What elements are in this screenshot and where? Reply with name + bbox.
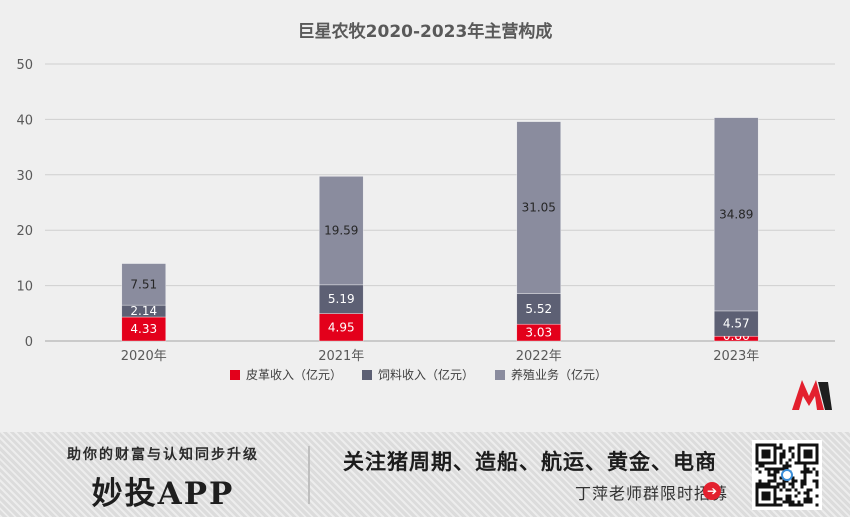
y-tick-label: 20 — [16, 224, 33, 239]
banner-topics: 关注猪周期、造船、航运、黄金、电商 — [343, 450, 717, 474]
bars: 4.332.147.514.955.1919.593.035.5231.050.… — [121, 117, 759, 343]
data-label: 34.89 — [719, 207, 753, 221]
x-tick-label: 2020年 — [121, 349, 167, 364]
bar-segment — [713, 310, 759, 337]
data-label: 2.14 — [130, 304, 157, 318]
data-label: 7.51 — [130, 277, 157, 291]
legend-swatch — [362, 370, 372, 380]
data-label: 4.95 — [328, 320, 355, 334]
arrow-right-icon[interactable]: ➔ — [703, 482, 721, 500]
grid-lines — [45, 63, 835, 342]
data-label: 4.33 — [130, 322, 157, 336]
data-label: 5.52 — [525, 302, 552, 316]
data-label: 5.19 — [328, 292, 355, 306]
bar-segment — [318, 284, 364, 314]
data-label: 19.59 — [324, 224, 358, 238]
bar-segment — [318, 313, 364, 342]
bar-segment — [318, 175, 364, 286]
data-label: 31.05 — [522, 201, 556, 215]
legend-label: 饲料收入（亿元） — [378, 367, 474, 382]
y-axis-ticks: 0 10 20 30 40 50 — [16, 58, 33, 350]
legend-label: 养殖业务（亿元） — [511, 367, 607, 382]
banner-cta[interactable]: 丁萍老师群限时招募 — [574, 484, 728, 503]
data-label: 4.57 — [723, 317, 750, 331]
legend-swatch — [230, 370, 240, 380]
legend: 皮革收入（亿元） 饲料收入（亿元） 养殖业务（亿元） — [230, 367, 607, 382]
bar-segment — [516, 293, 562, 325]
legend-swatch — [495, 370, 505, 380]
chart-area: 巨星农牧2020-2023年主营构成 0 10 20 30 40 50 4.33 2.14 7… — [16, 21, 835, 410]
banner-app-name[interactable]: 妙投APP — [91, 476, 235, 512]
x-tick-label: 2023年 — [713, 349, 759, 364]
y-tick-label: 30 — [16, 169, 33, 184]
y-tick-label: 0 — [25, 335, 33, 350]
banner-divider — [308, 446, 310, 504]
stacked-bar-chart: 巨星农牧2020-2023年主营构成 0 10 20 30 40 50 4.33 2.14 7… — [16, 21, 835, 382]
banner-slogan: 助你的财富与认知同步升级 — [67, 447, 259, 463]
bar-segment — [713, 117, 759, 312]
bar-segment — [121, 263, 167, 306]
brand-logo-icon — [792, 380, 832, 410]
y-tick-label: 10 — [16, 280, 33, 295]
x-tick-label: 2022年 — [516, 349, 562, 364]
legend-label: 皮革收入（亿元） — [246, 367, 342, 382]
x-axis-ticks: 2020年 2021年 2022年 2023年 — [121, 349, 760, 364]
chart-title: 巨星农牧2020-2023年主营构成 — [298, 21, 553, 42]
data-label: 3.03 — [525, 326, 552, 340]
promo-banner: 助你的财富与认知同步升级 妙投APP 关注猪周期、造船、航运、黄金、电商 丁萍老… — [0, 432, 850, 517]
x-tick-label: 2021年 — [318, 349, 364, 364]
y-tick-label: 40 — [16, 113, 33, 128]
y-tick-label: 50 — [16, 58, 33, 73]
qr-code-icon[interactable] — [752, 440, 822, 510]
bar-segment — [516, 121, 562, 294]
